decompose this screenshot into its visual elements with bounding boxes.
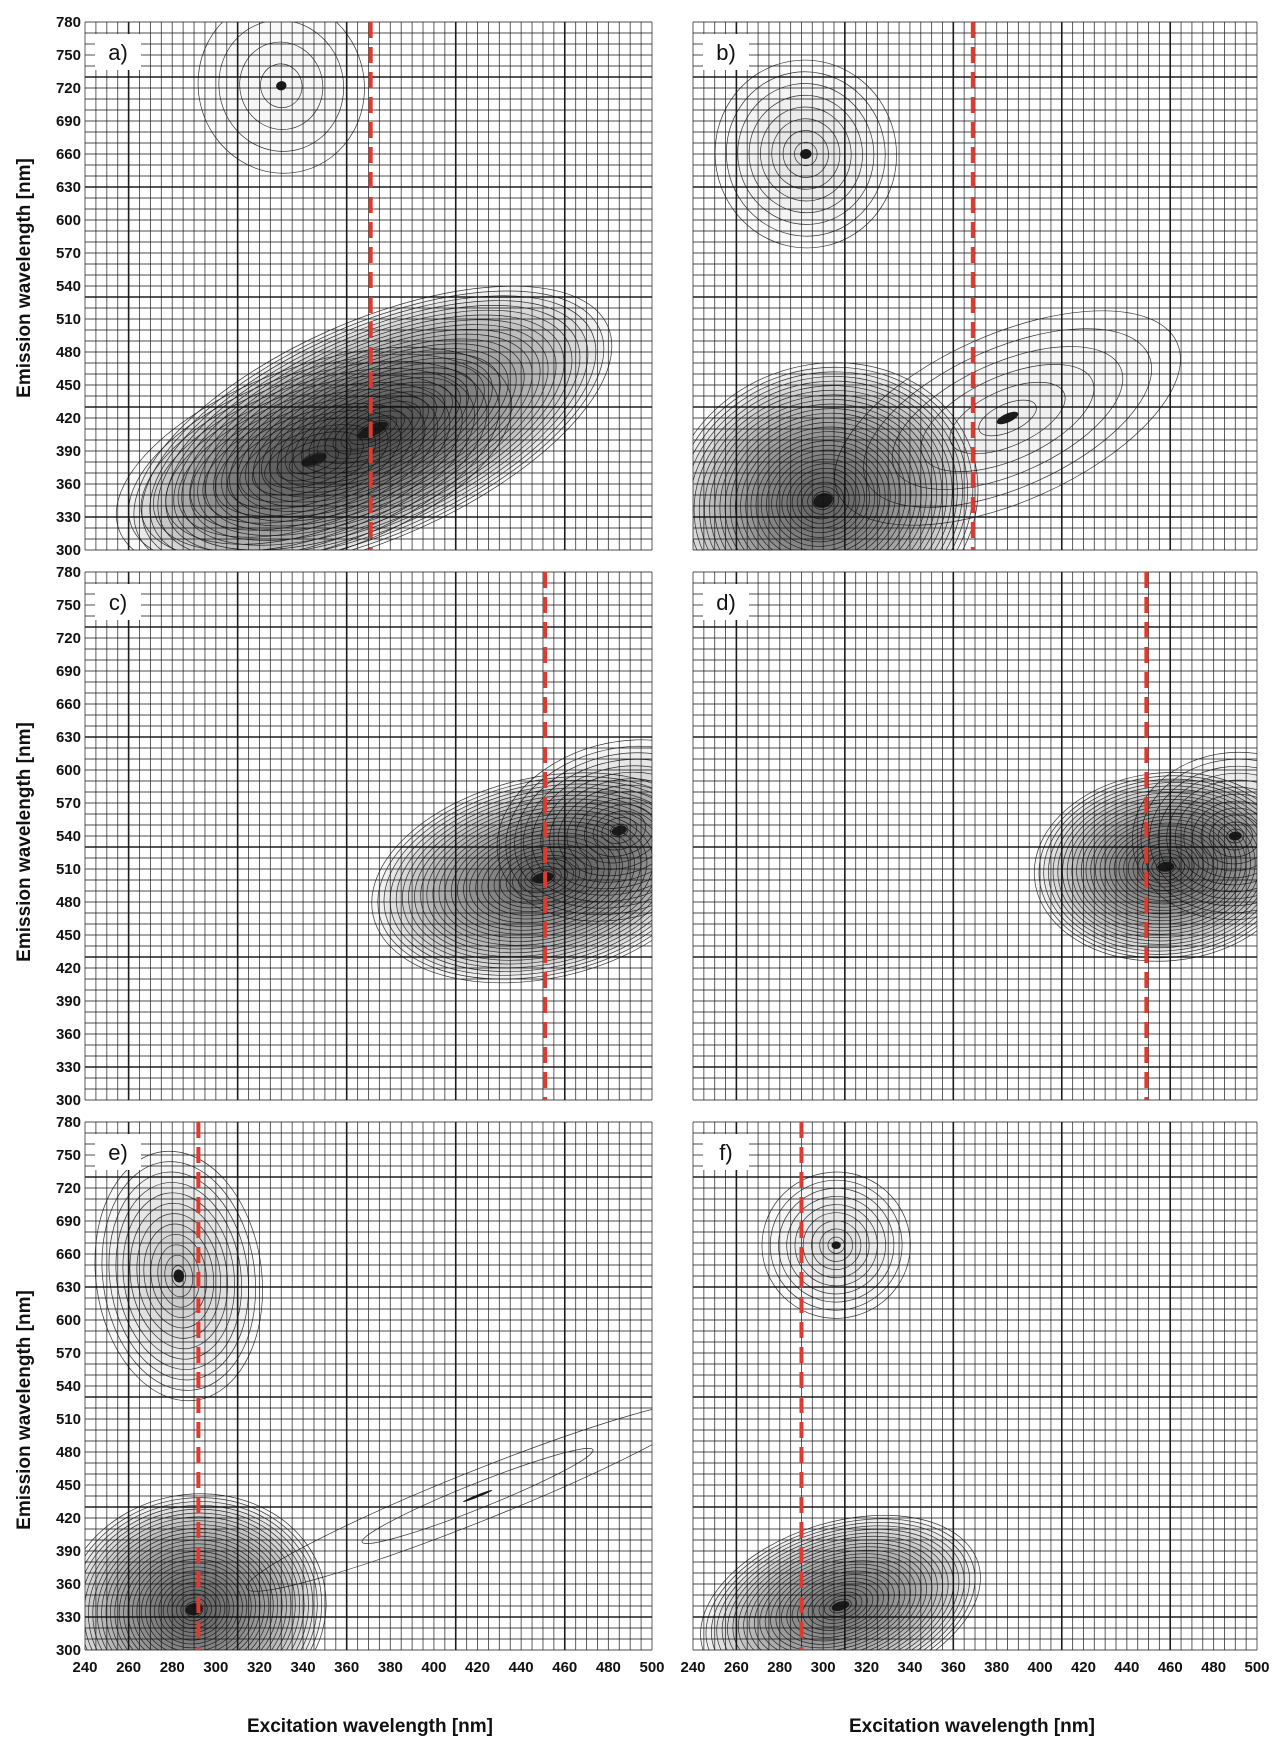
panel-a-ytick: 510	[56, 311, 81, 328]
panel-c: c) 780 750 720 690 660 630 600 570 540 510 480 450 42…	[56, 564, 762, 1109]
panel-b-label: b)	[716, 40, 736, 65]
panel-f-xtick: 420	[1071, 1659, 1096, 1676]
panel-a-label: a)	[108, 40, 128, 65]
panel-a-ytick: 390	[56, 443, 81, 460]
panel-e-ytick: 570	[56, 1345, 81, 1362]
panel-e-ytick: 360	[56, 1576, 81, 1593]
panel-f-xtick: 280	[767, 1659, 792, 1676]
panel-c-ytick: 480	[56, 894, 81, 911]
panel-e-xtick: 460	[552, 1659, 577, 1676]
panel-a-ytick: 300	[56, 542, 81, 559]
panel-f: f) 240 260 280 300 320 340 360 380 400 420 440 460 48…	[678, 1122, 1270, 1729]
xlabel-right: Excitation wavelength [nm]	[849, 1716, 1095, 1737]
panel-c-ytick: 360	[56, 1026, 81, 1043]
panel-e-xtick: 280	[160, 1659, 185, 1676]
panel-c-ytick: 420	[56, 960, 81, 977]
panel-e-ytick: 600	[56, 1312, 81, 1329]
panel-f-xtick: 300	[811, 1659, 836, 1676]
panel-a-ytick: 450	[56, 377, 81, 394]
panel-c-ytick: 510	[56, 861, 81, 878]
panel-e-xtick: 260	[116, 1659, 141, 1676]
panel-e-ytick: 630	[56, 1279, 81, 1296]
panel-e-xtick: 240	[72, 1659, 97, 1676]
panel-d-label: d)	[716, 590, 736, 615]
panel-f-xtick: 260	[724, 1659, 749, 1676]
panel-e-ytick: 720	[56, 1180, 81, 1197]
panel-e-xtick: 380	[378, 1659, 403, 1676]
panel-e-ytick: 300	[56, 1642, 81, 1659]
panel-c-label: c)	[109, 590, 127, 615]
panel-d: d)	[693, 572, 1284, 1100]
panel-e-ytick: 660	[56, 1246, 81, 1263]
panel-c-ytick: 660	[56, 696, 81, 713]
panel-e-xtick: 320	[247, 1659, 272, 1676]
panel-c-ytick: 600	[56, 762, 81, 779]
panel-a: a) 780 750 720 690 660 630 600 570 540 510 480 450 42…	[56, 0, 652, 634]
panel-e-xtick: 420	[465, 1659, 490, 1676]
panel-c-ytick: 300	[56, 1092, 81, 1109]
panel-f-xtick: 500	[1244, 1659, 1269, 1676]
panel-a-ytick: 570	[56, 245, 81, 262]
panel-e-ytick: 420	[56, 1510, 81, 1527]
panel-a-ytick: 330	[56, 509, 81, 526]
panel-e-label: e)	[108, 1140, 128, 1165]
panel-c-ytick: 690	[56, 663, 81, 680]
panel-e-xtick: 400	[421, 1659, 446, 1676]
panel-a-ytick: 720	[56, 80, 81, 97]
panel-c-ytick: 630	[56, 729, 81, 746]
panel-c-ytick: 750	[56, 597, 81, 614]
panel-e-ytick: 390	[56, 1543, 81, 1560]
panel-a-ytick: 360	[56, 476, 81, 493]
panel-e-xtick: 340	[291, 1659, 316, 1676]
panel-e-xtick: 360	[334, 1659, 359, 1676]
panel-e-ytick: 330	[56, 1609, 81, 1626]
panel-e-xtick: 500	[639, 1659, 664, 1676]
ylabel-bottom: Emission wavelength [nm]	[14, 1290, 35, 1530]
panel-c-ytick: 450	[56, 927, 81, 944]
ylabel-top: Emission wavelength [nm]	[14, 158, 35, 398]
panel-f-xtick: 240	[680, 1659, 705, 1676]
panel-c-ytick: 540	[56, 828, 81, 845]
panel-c-ytick: 780	[56, 564, 81, 581]
panel-f-xtick: 380	[984, 1659, 1009, 1676]
panel-e-ytick: 780	[56, 1114, 81, 1131]
panel-a-ytick: 660	[56, 146, 81, 163]
panel-a-ytick: 540	[56, 278, 81, 295]
panel-e-ytick: 690	[56, 1213, 81, 1230]
panel-e: e) 780 750 720 690 660 630 600 570 540 510 480 450 42…	[43, 1114, 717, 1740]
panel-a-ytick: 750	[56, 47, 81, 64]
panel-a-ytick: 630	[56, 179, 81, 196]
panel-e-ytick: 540	[56, 1378, 81, 1395]
panel-e-ytick: 480	[56, 1444, 81, 1461]
panel-c-ytick: 330	[56, 1059, 81, 1076]
panel-f-xtick: 360	[941, 1659, 966, 1676]
panel-c-ytick: 570	[56, 795, 81, 812]
xlabel-left: Excitation wavelength [nm]	[247, 1716, 493, 1737]
panel-e-ytick: 450	[56, 1477, 81, 1494]
panel-a-ytick: 480	[56, 344, 81, 361]
panel-e-xtick: 480	[596, 1659, 621, 1676]
panel-f-label: f)	[719, 1140, 732, 1165]
panel-a-ytick: 600	[56, 212, 81, 229]
panel-f-xtick: 460	[1158, 1659, 1183, 1676]
panel-f-xtick: 480	[1201, 1659, 1226, 1676]
panel-e-xtick: 440	[509, 1659, 534, 1676]
panel-f-xtick: 440	[1114, 1659, 1139, 1676]
panel-a-ytick: 780	[56, 14, 81, 31]
panel-c-ytick: 720	[56, 630, 81, 647]
panel-e-ytick: 750	[56, 1147, 81, 1164]
panel-a-ytick: 690	[56, 113, 81, 130]
panel-f-xtick: 340	[897, 1659, 922, 1676]
panel-f-xtick: 320	[854, 1659, 879, 1676]
ylabel-middle: Emission wavelength [nm]	[14, 722, 35, 962]
panel-e-xtick: 300	[203, 1659, 228, 1676]
panel-e-ytick: 510	[56, 1411, 81, 1428]
panel-a-ytick: 420	[56, 410, 81, 427]
panel-f-xtick: 400	[1028, 1659, 1053, 1676]
panel-c-ytick: 390	[56, 993, 81, 1010]
